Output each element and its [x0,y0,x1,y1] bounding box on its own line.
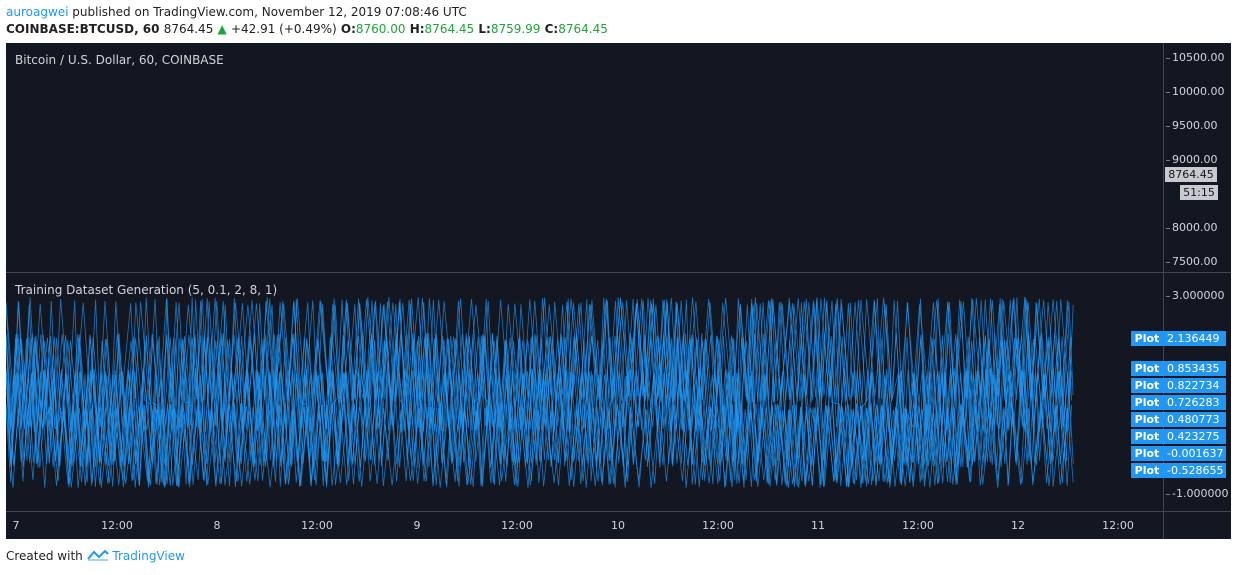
time-axis-tick: 7 [12,519,20,532]
main-pane-title: Bitcoin / U.S. Dollar, 60, COINBASE [15,53,224,67]
plot-series-line [6,297,1070,488]
low-value: 8759.99 [490,22,541,36]
plot-value-label: Plot -0.528655 [1131,463,1226,478]
time-axis-tick: 9 [413,519,421,532]
author-link[interactable]: auroagwei [6,5,69,19]
plot-label-value: -0.528655 [1167,464,1224,477]
plot-series-line [6,303,1073,488]
plot-label-name: Plot [1134,362,1160,375]
tradingview-link[interactable]: TradingView [112,549,185,563]
low-label: L: [478,22,491,36]
plot-series-line [6,296,1068,468]
publish-text: published on TradingView.com, November 1… [68,5,467,19]
plot-value-label: Plot 0.480773 [1131,412,1226,427]
publish-info: auroagwei published on TradingView.com, … [6,5,467,19]
price-axis-tick: 9000.00 [1166,153,1218,166]
plot-label-name: Plot [1134,464,1160,477]
plot-value-label: Plot -0.001637 [1131,446,1226,461]
plot-value-label: Plot 0.853435 [1131,361,1226,376]
chart-area[interactable]: Bitcoin / U.S. Dollar, 60, COINBASE 1050… [6,43,1231,539]
open-value: 8760.00 [355,22,406,36]
plot-label-name: Plot [1134,447,1160,460]
time-axis-tick: 12 [1011,519,1025,532]
created-with-text: Created with [6,549,87,563]
time-axis-tick: 12:00 [702,519,734,532]
plot-label-name: Plot [1134,379,1160,392]
price-axis-tick: 8000.00 [1166,221,1218,234]
time-axis-tick: 11 [811,519,825,532]
plot-label-name: Plot [1134,396,1160,409]
bar-countdown-badge: 51:15 [1180,185,1218,200]
plot-label-value: 0.423275 [1167,430,1220,443]
indicator-pane-title: Training Dataset Generation (5, 0.1, 2, … [15,283,278,297]
high-label: H: [409,22,425,36]
open-label: O: [340,22,356,36]
price-axis-tick: 10000.00 [1166,85,1225,98]
pane-separator[interactable] [6,272,1231,273]
price-change: +42.91 (+0.49%) [230,22,337,36]
indicator-axis-tick: 3.000000 [1166,289,1225,302]
plot-label-value: 0.822734 [1167,379,1220,392]
close-label: C: [544,22,559,36]
time-axis-tick: 12:00 [1102,519,1134,532]
plot-series-line [6,297,1072,487]
time-axis-tick: 12:00 [902,519,934,532]
plot-label-value: 2.136449 [1167,332,1220,345]
plot-series-line [6,297,1072,488]
tradingview-logo-icon [86,549,109,561]
plot-label-name: Plot [1134,332,1160,345]
plot-value-label: Plot 2.136449 [1131,331,1226,346]
time-axis-tick: 10 [611,519,625,532]
plot-value-label: Plot 0.423275 [1131,429,1226,444]
plot-label-name: Plot [1134,413,1160,426]
plot-label-value: 0.480773 [1167,413,1220,426]
high-value: 8764.45 [424,22,475,36]
last-price: 8764.45 [163,22,214,36]
time-axis-border [6,511,1231,512]
time-axis-tick: 12:00 [301,519,333,532]
indicator-plot-lines [6,296,1074,488]
plot-label-value: 0.853435 [1167,362,1220,375]
plot-series-line [6,297,1074,488]
price-axis-border [1163,43,1164,539]
indicator-axis-tick: -1.000000 [1165,487,1229,500]
symbol-bar: COINBASE:BTCUSD, 60 8764.45 ▲ +42.91 (+0… [6,22,608,36]
time-axis-tick: 8 [213,519,221,532]
footer: Created with TradingView [6,549,185,563]
plot-value-label: Plot 0.822734 [1131,378,1226,393]
time-axis-tick: 12:00 [501,519,533,532]
plot-label-name: Plot [1134,430,1160,443]
time-axis-tick: 12:00 [101,519,133,532]
plot-label-value: 0.726283 [1167,396,1220,409]
up-arrow-icon: ▲ [217,22,227,36]
symbol-name[interactable]: COINBASE:BTCUSD, 60 [6,22,160,36]
price-axis-tick: 7500.00 [1166,255,1218,268]
price-axis-tick: 9500.00 [1166,119,1218,132]
plot-value-label: Plot 0.726283 [1131,395,1226,410]
plot-label-value: -0.001637 [1167,447,1224,460]
close-value: 8764.45 [558,22,608,36]
last-price-badge: 8764.45 [1165,167,1217,182]
price-axis-tick: 10500.00 [1166,51,1225,64]
